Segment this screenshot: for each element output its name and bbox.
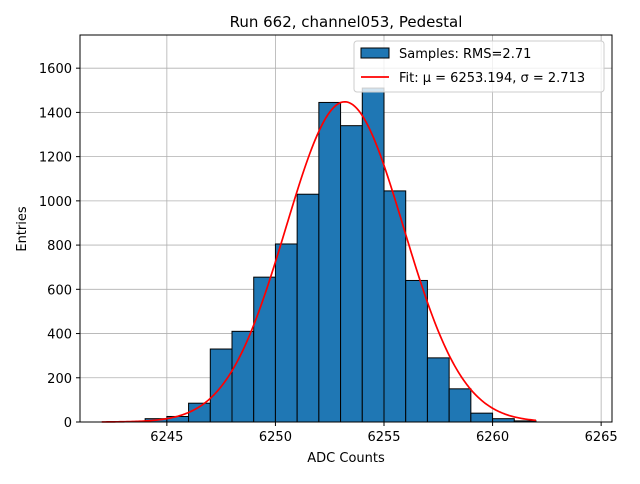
y-tick-label: 600 (47, 283, 72, 298)
x-tick-label: 6255 (367, 430, 400, 445)
y-tick-label: 800 (47, 239, 72, 254)
histogram-bar (232, 331, 254, 422)
legend: Samples: RMS=2.71 Fit: μ = 6253.194, σ =… (354, 41, 604, 92)
y-tick-label: 200 (47, 372, 72, 387)
x-tick-label: 6260 (476, 430, 509, 445)
y-tick-label: 1200 (39, 151, 72, 166)
y-tick-label: 1600 (39, 62, 72, 77)
histogram-bar (319, 102, 341, 422)
histogram-bar (449, 389, 471, 422)
legend-fit-label: Fit: μ = 6253.194, σ = 2.713 (399, 71, 585, 86)
histogram-bar (406, 280, 428, 422)
histogram-bar (254, 277, 276, 422)
chart-title: Run 662, channel053, Pedestal (230, 13, 463, 31)
x-axis-label: ADC Counts (307, 451, 385, 466)
y-tick-label: 1000 (39, 195, 72, 210)
y-tick-label: 1400 (39, 106, 72, 121)
histogram-bar (427, 358, 449, 422)
y-tick-label: 0 (64, 416, 72, 431)
x-tick-label: 6250 (259, 430, 292, 445)
histogram-bar (471, 413, 493, 422)
x-tick-label: 6265 (585, 430, 618, 445)
x-tick-label: 6245 (150, 430, 183, 445)
legend-histogram-swatch (361, 48, 389, 58)
legend-histogram-label: Samples: RMS=2.71 (399, 47, 531, 62)
histogram-bar (297, 194, 319, 422)
histogram-bar (275, 244, 297, 422)
y-tick-label: 400 (47, 328, 72, 343)
histogram-bar (341, 126, 363, 422)
y-axis-label: Entries (15, 206, 30, 252)
